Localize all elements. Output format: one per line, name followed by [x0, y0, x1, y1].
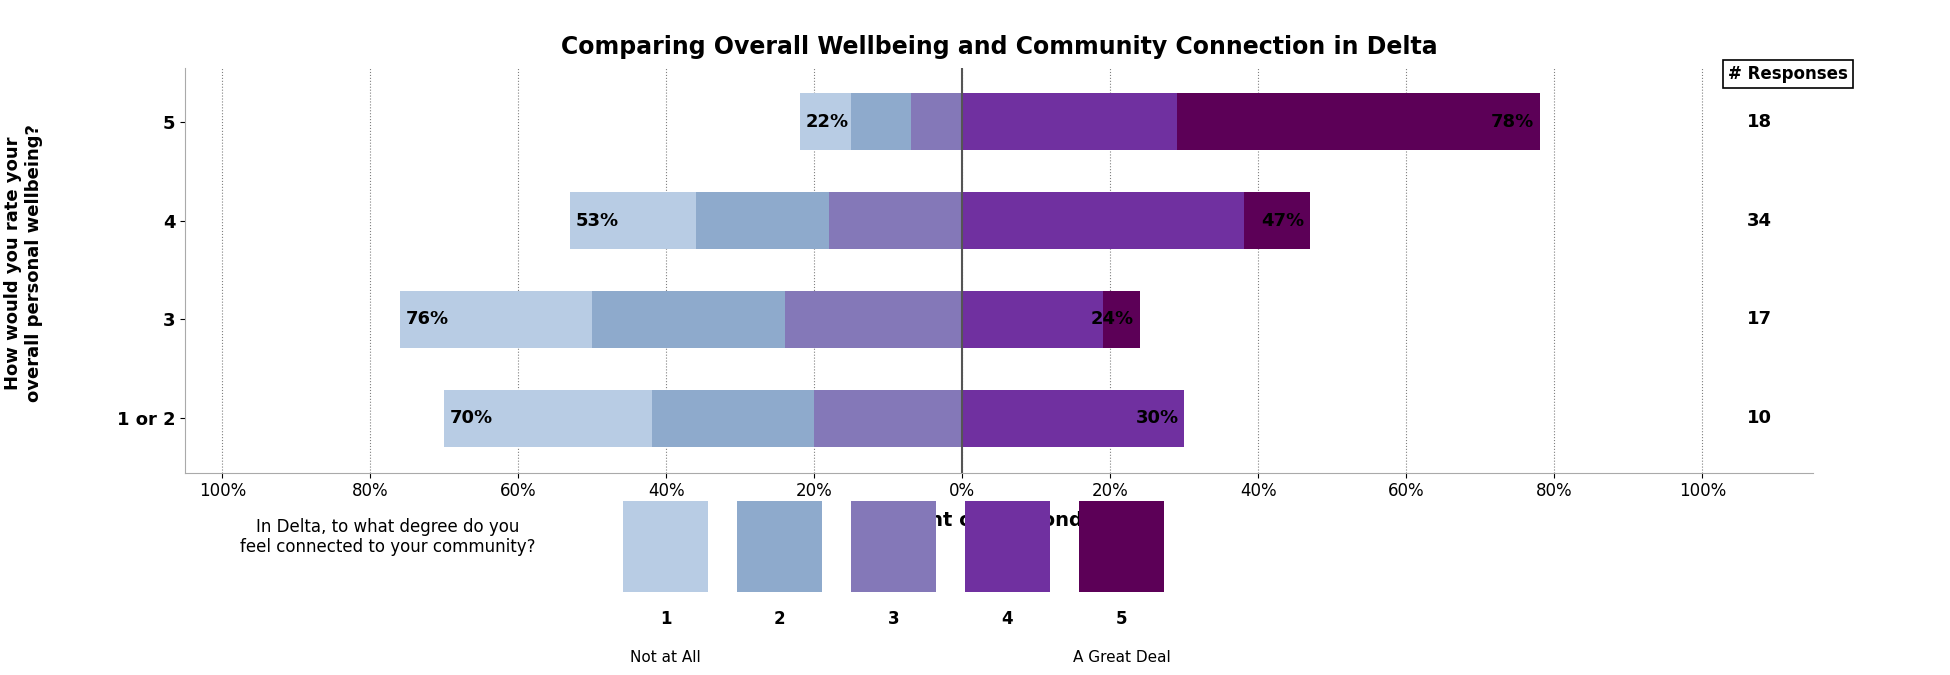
Bar: [963, 389, 1184, 447]
Bar: [1178, 93, 1540, 151]
Text: 30%: 30%: [1135, 409, 1178, 427]
Bar: [911, 93, 963, 151]
Bar: [400, 291, 593, 348]
Text: 34: 34: [1747, 211, 1773, 230]
Text: 17: 17: [1747, 310, 1773, 329]
Text: 4: 4: [1002, 610, 1014, 628]
Text: 78%: 78%: [1490, 113, 1535, 131]
Bar: [800, 93, 852, 151]
Text: 22%: 22%: [805, 113, 848, 131]
Text: 10: 10: [1747, 409, 1773, 427]
Bar: [1104, 291, 1141, 348]
Bar: [1244, 192, 1310, 249]
Title: Comparing Overall Wellbeing and Community Connection in Delta: Comparing Overall Wellbeing and Communit…: [562, 34, 1437, 59]
Text: 47%: 47%: [1262, 211, 1305, 230]
Bar: [569, 192, 696, 249]
X-axis label: Percent of Respondents: Percent of Respondents: [868, 512, 1131, 531]
Bar: [696, 192, 829, 249]
Bar: [815, 389, 963, 447]
Bar: [624, 501, 708, 592]
Text: 5: 5: [1115, 610, 1127, 628]
Text: 76%: 76%: [406, 310, 448, 329]
Bar: [963, 93, 1178, 151]
Bar: [593, 291, 784, 348]
Text: 3: 3: [887, 610, 899, 628]
Bar: [445, 389, 651, 447]
Text: Not at All: Not at All: [630, 650, 700, 665]
Text: How would you rate your
overall personal wellbeing?: How would you rate your overall personal…: [4, 124, 43, 402]
Text: # Responses: # Responses: [1728, 65, 1849, 82]
Text: In Delta, to what degree do you
feel connected to your community?: In Delta, to what degree do you feel con…: [240, 518, 536, 556]
Bar: [963, 192, 1244, 249]
Text: 2: 2: [774, 610, 786, 628]
Text: 70%: 70%: [450, 409, 493, 427]
Bar: [852, 501, 936, 592]
Bar: [784, 291, 963, 348]
Text: 1: 1: [659, 610, 671, 628]
Bar: [737, 501, 821, 592]
Text: 53%: 53%: [575, 211, 620, 230]
Bar: [852, 93, 911, 151]
Text: 18: 18: [1747, 113, 1773, 131]
Bar: [965, 501, 1049, 592]
Bar: [651, 389, 815, 447]
Text: 24%: 24%: [1090, 310, 1135, 329]
Text: A Great Deal: A Great Deal: [1072, 650, 1170, 665]
Bar: [1078, 501, 1164, 592]
Bar: [963, 291, 1104, 348]
Bar: [829, 192, 963, 249]
